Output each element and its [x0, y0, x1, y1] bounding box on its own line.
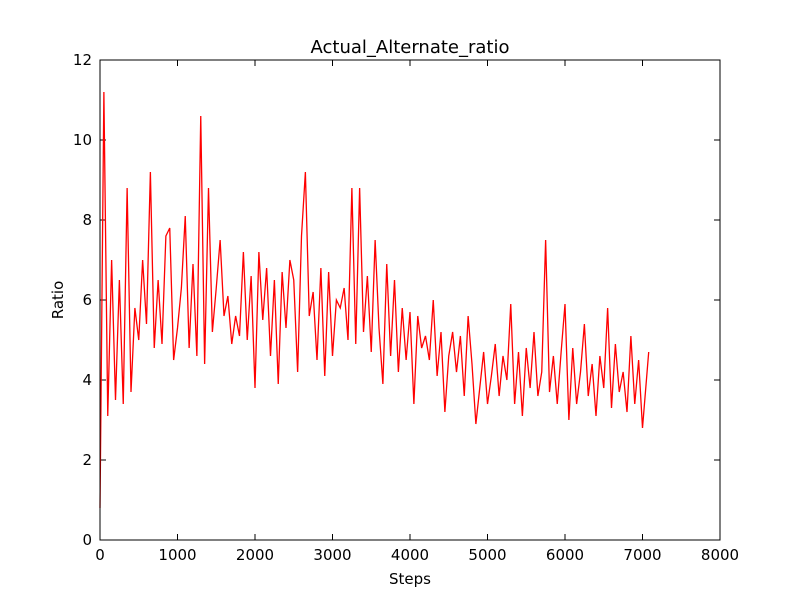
y-tick-label: 10	[73, 131, 92, 149]
y-tick-label: 0	[82, 531, 92, 549]
x-axis-label: Steps	[389, 570, 431, 588]
y-tick-label: 4	[82, 371, 92, 389]
x-tick-label: 3000	[313, 546, 351, 564]
x-tick-label: 8000	[701, 546, 739, 564]
y-tick-label: 6	[82, 291, 92, 309]
y-tick-label: 2	[82, 451, 92, 469]
x-tick-label: 0	[95, 546, 105, 564]
y-tick-label: 8	[82, 211, 92, 229]
x-tick-label: 4000	[391, 546, 429, 564]
x-tick-label: 6000	[546, 546, 584, 564]
plot-frame	[99, 59, 721, 541]
chart-title: Actual_Alternate_ratio	[311, 37, 510, 58]
y-axis-label: Ratio	[49, 281, 67, 320]
y-tick-label: 12	[73, 51, 92, 69]
x-tick-label: 7000	[623, 546, 661, 564]
x-tick-label: 1000	[158, 546, 196, 564]
data-line	[99, 91, 650, 509]
x-tick-label: 2000	[236, 546, 274, 564]
x-tick-label: 5000	[468, 546, 506, 564]
